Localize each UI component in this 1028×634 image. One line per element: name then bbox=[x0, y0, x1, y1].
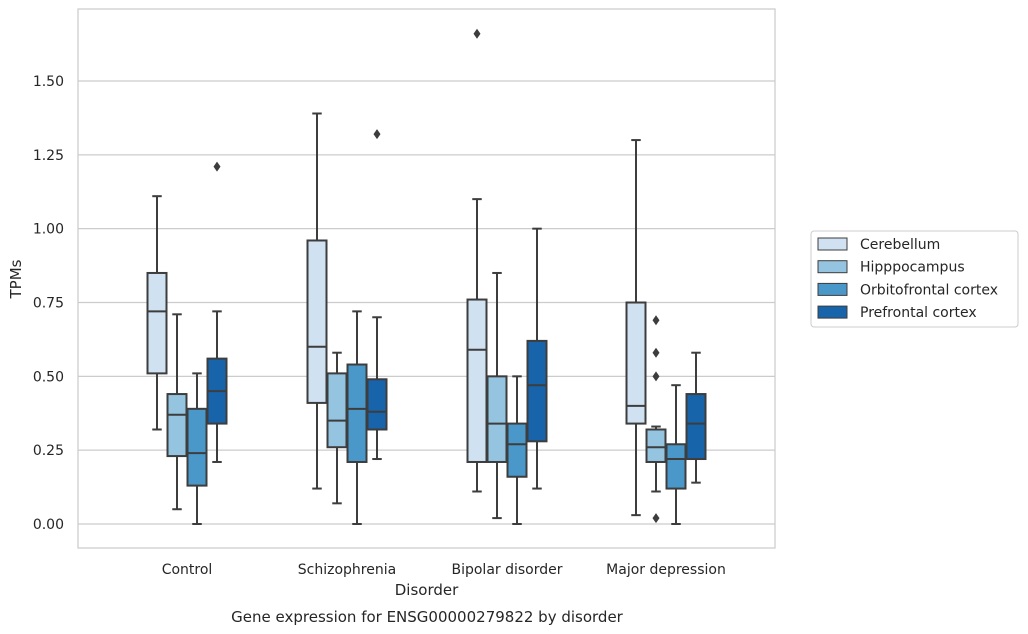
box-cerebellum-bipolar-disorder bbox=[466, 28, 488, 493]
legend-label: Hipppocampus bbox=[860, 260, 965, 276]
legend-swatch bbox=[817, 305, 848, 319]
legend-label: Cerebellum bbox=[860, 237, 940, 253]
y-tick-label: 1.00 bbox=[33, 222, 64, 238]
box-prefrontal-cortex-major-depression bbox=[685, 351, 707, 484]
box-cerebellum-schizophrenia bbox=[306, 112, 328, 490]
legend-label: Orbitofrontal cortex bbox=[860, 282, 998, 298]
box-body bbox=[306, 239, 328, 404]
x-axis-ticks: Control Schizophrenia Bipolar disorder Majo… bbox=[162, 562, 726, 578]
x-axis-label: Disorder bbox=[395, 581, 459, 599]
box-body bbox=[466, 298, 488, 463]
box-orbitofrontal-cortex-control bbox=[186, 372, 208, 525]
legend-swatch bbox=[817, 282, 848, 296]
outlier-point bbox=[652, 347, 660, 358]
x-tick-label: Bipolar disorder bbox=[451, 562, 562, 578]
outlier-point bbox=[213, 161, 221, 172]
box-cerebellum-control bbox=[146, 195, 168, 431]
legend-swatch bbox=[817, 260, 848, 274]
box-series bbox=[146, 28, 707, 525]
plot-area-frame bbox=[77, 8, 776, 549]
box-cerebellum-major-depression bbox=[625, 139, 647, 517]
x-tick-label: Schizophrenia bbox=[298, 562, 396, 578]
y-axis-label: TPMs bbox=[7, 259, 25, 299]
outlier-point bbox=[652, 371, 660, 382]
box-hipppocampus-schizophrenia bbox=[326, 351, 348, 505]
box-orbitofrontal-cortex-major-depression bbox=[665, 384, 687, 525]
legend-frame bbox=[810, 230, 1019, 328]
box-orbitofrontal-cortex-bipolar-disorder bbox=[506, 375, 528, 525]
box-prefrontal-cortex-schizophrenia bbox=[366, 129, 388, 461]
legend-swatch bbox=[817, 237, 848, 251]
outlier-point bbox=[652, 513, 660, 524]
outlier-point bbox=[473, 28, 481, 39]
box-body bbox=[166, 393, 188, 458]
box-hipppocampus-bipolar-disorder bbox=[486, 271, 508, 520]
y-tick-label: 0.75 bbox=[33, 296, 64, 312]
box-body bbox=[186, 407, 208, 487]
figure-caption: Gene expression for ENSG00000279822 by d… bbox=[231, 608, 624, 626]
y-tick-label: 0.50 bbox=[33, 369, 64, 385]
outlier-point bbox=[652, 315, 660, 326]
y-axis-ticks: 0.00 0.25 0.50 0.75 1.00 1.25 1.50 bbox=[33, 74, 64, 533]
box-body bbox=[506, 422, 528, 478]
box-body bbox=[645, 428, 667, 463]
y-tick-label: 1.50 bbox=[33, 74, 64, 90]
x-tick-label: Major depression bbox=[606, 562, 726, 578]
outlier-point bbox=[373, 129, 381, 140]
box-body bbox=[625, 301, 647, 425]
box-orbitofrontal-cortex-schizophrenia bbox=[346, 310, 368, 525]
box-body bbox=[665, 443, 687, 490]
legend-label: Prefrontal cortex bbox=[860, 305, 977, 321]
box-prefrontal-cortex-bipolar-disorder bbox=[526, 227, 548, 490]
y-tick-label: 0.00 bbox=[33, 517, 64, 533]
box-body bbox=[685, 393, 707, 461]
x-tick-label: Control bbox=[162, 562, 213, 578]
box-hipppocampus-control bbox=[166, 313, 188, 511]
y-tick-label: 1.25 bbox=[33, 148, 64, 164]
box-body bbox=[486, 375, 508, 463]
box-body bbox=[146, 271, 168, 375]
y-tick-label: 0.25 bbox=[33, 443, 64, 459]
box-hipppocampus-major-depression bbox=[645, 315, 667, 524]
box-body bbox=[346, 363, 368, 463]
box-body bbox=[326, 372, 348, 449]
box-body bbox=[366, 378, 388, 431]
legend: Cerebellum Hipppocampus Orbitofrontal cort… bbox=[810, 230, 1019, 328]
box-prefrontal-cortex-control bbox=[206, 161, 228, 463]
box-body bbox=[526, 339, 548, 443]
